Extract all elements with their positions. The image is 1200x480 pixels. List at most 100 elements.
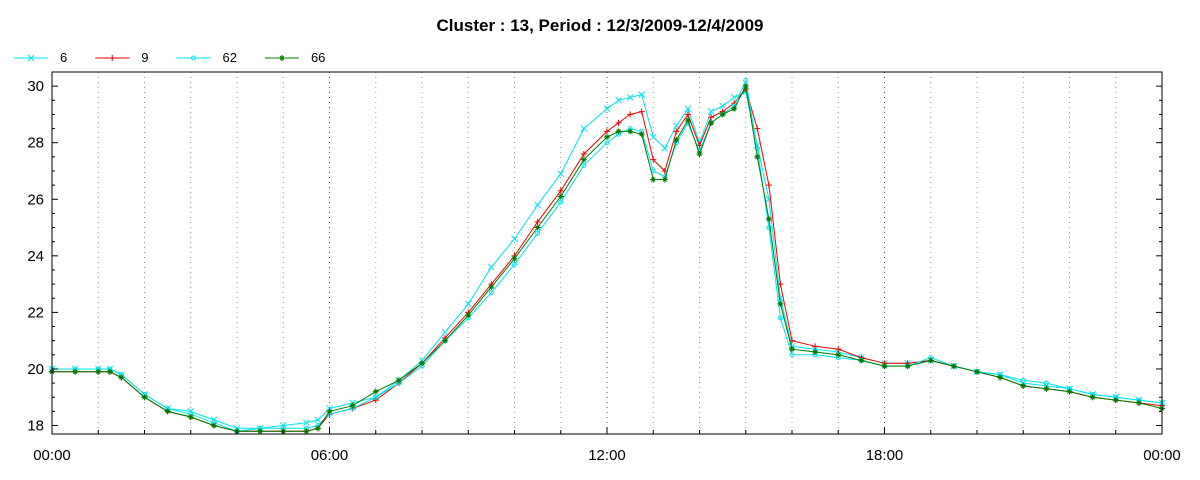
data-point xyxy=(488,283,495,290)
data-point xyxy=(557,170,565,178)
series-6 xyxy=(48,88,1166,432)
data-point xyxy=(512,261,517,267)
y-tick-label: 18 xyxy=(27,418,44,435)
data-point xyxy=(1043,380,1049,386)
legend-marker xyxy=(109,55,116,61)
y-tick-label: 22 xyxy=(27,304,44,321)
data-point xyxy=(604,134,610,141)
data-point xyxy=(419,360,425,367)
data-point xyxy=(638,108,645,115)
data-point xyxy=(314,416,322,424)
data-point xyxy=(615,96,622,104)
data-point xyxy=(904,363,911,370)
data-point xyxy=(1135,399,1142,406)
data-point xyxy=(789,352,795,358)
data-point xyxy=(326,408,333,415)
data-point xyxy=(765,216,772,223)
data-point xyxy=(580,125,588,132)
data-point xyxy=(581,162,587,168)
data-point xyxy=(707,108,715,115)
data-point xyxy=(766,225,772,231)
data-point xyxy=(1020,382,1027,389)
data-point xyxy=(777,315,783,321)
x-tick-label: 00:00 xyxy=(33,447,71,464)
data-point xyxy=(661,145,669,152)
data-point xyxy=(373,394,379,400)
axes: 00:00 06:00 12:00 18:00 00:00 18 20 22 24 26 28 30 xyxy=(27,78,1180,464)
legend-label: 9 xyxy=(141,50,148,65)
x-tick-label: 12:00 xyxy=(588,447,626,464)
data-point xyxy=(580,156,587,163)
data-point xyxy=(638,131,645,138)
data-point xyxy=(511,255,518,262)
data-point xyxy=(488,263,495,271)
data-point xyxy=(708,114,715,121)
data-point xyxy=(626,94,634,101)
data-point xyxy=(858,357,865,364)
legend-marker xyxy=(278,55,285,61)
data-point xyxy=(441,328,449,336)
data-point xyxy=(696,151,703,158)
data-point xyxy=(638,91,646,98)
data-point xyxy=(950,363,957,370)
data-point xyxy=(615,128,622,135)
legend-item-66: 66 xyxy=(264,50,325,65)
legend-item-9: 9 xyxy=(95,50,148,65)
data-point xyxy=(754,125,761,132)
data-point xyxy=(650,156,657,163)
data-point xyxy=(303,428,310,435)
data-point xyxy=(580,151,587,158)
data-point xyxy=(603,105,611,113)
data-point xyxy=(684,111,691,118)
data-point xyxy=(812,348,819,355)
legend-item-62: 62 xyxy=(176,50,237,65)
data-point xyxy=(1020,377,1026,383)
data-point xyxy=(777,300,784,307)
data-point xyxy=(1066,388,1073,395)
y-tick-label: 20 xyxy=(27,361,44,378)
data-point xyxy=(141,394,148,401)
series-layer xyxy=(48,77,1166,435)
data-point xyxy=(210,422,217,429)
data-point xyxy=(835,346,842,353)
data-point xyxy=(974,368,980,375)
data-point xyxy=(1089,394,1096,401)
data-point xyxy=(835,351,842,358)
data-point xyxy=(349,402,356,409)
legend-marker xyxy=(27,54,35,62)
data-point xyxy=(661,176,668,183)
grid xyxy=(97,72,1117,434)
data-point xyxy=(257,428,264,435)
x-tick-label: 18:00 xyxy=(866,447,904,464)
data-point xyxy=(372,397,379,404)
data-point xyxy=(164,408,171,415)
data-point xyxy=(534,218,541,225)
legend-marker xyxy=(190,55,196,61)
data-point xyxy=(558,199,564,205)
data-point xyxy=(627,128,634,135)
data-point xyxy=(743,77,749,83)
y-tick-label: 24 xyxy=(27,248,44,265)
data-point xyxy=(777,281,784,288)
data-point xyxy=(442,337,449,344)
data-point xyxy=(812,343,819,350)
data-point xyxy=(534,224,541,231)
legend-label: 66 xyxy=(311,50,325,65)
data-point xyxy=(118,374,125,381)
data-point xyxy=(742,83,749,90)
data-point xyxy=(604,128,610,135)
data-point xyxy=(684,117,691,124)
data-point xyxy=(684,105,692,113)
data-point xyxy=(881,363,888,370)
data-point xyxy=(754,145,760,151)
legend-label: 6 xyxy=(60,50,67,65)
data-point xyxy=(488,290,494,296)
legend: 6 9 62 66 xyxy=(14,50,325,65)
data-point xyxy=(72,368,79,375)
y-tick-label: 26 xyxy=(27,191,44,208)
chart-title: Cluster : 13, Period : 12/3/2009-12/4/20… xyxy=(437,16,764,35)
data-point xyxy=(719,102,726,110)
data-point xyxy=(719,111,726,118)
legend-label: 62 xyxy=(222,50,236,65)
